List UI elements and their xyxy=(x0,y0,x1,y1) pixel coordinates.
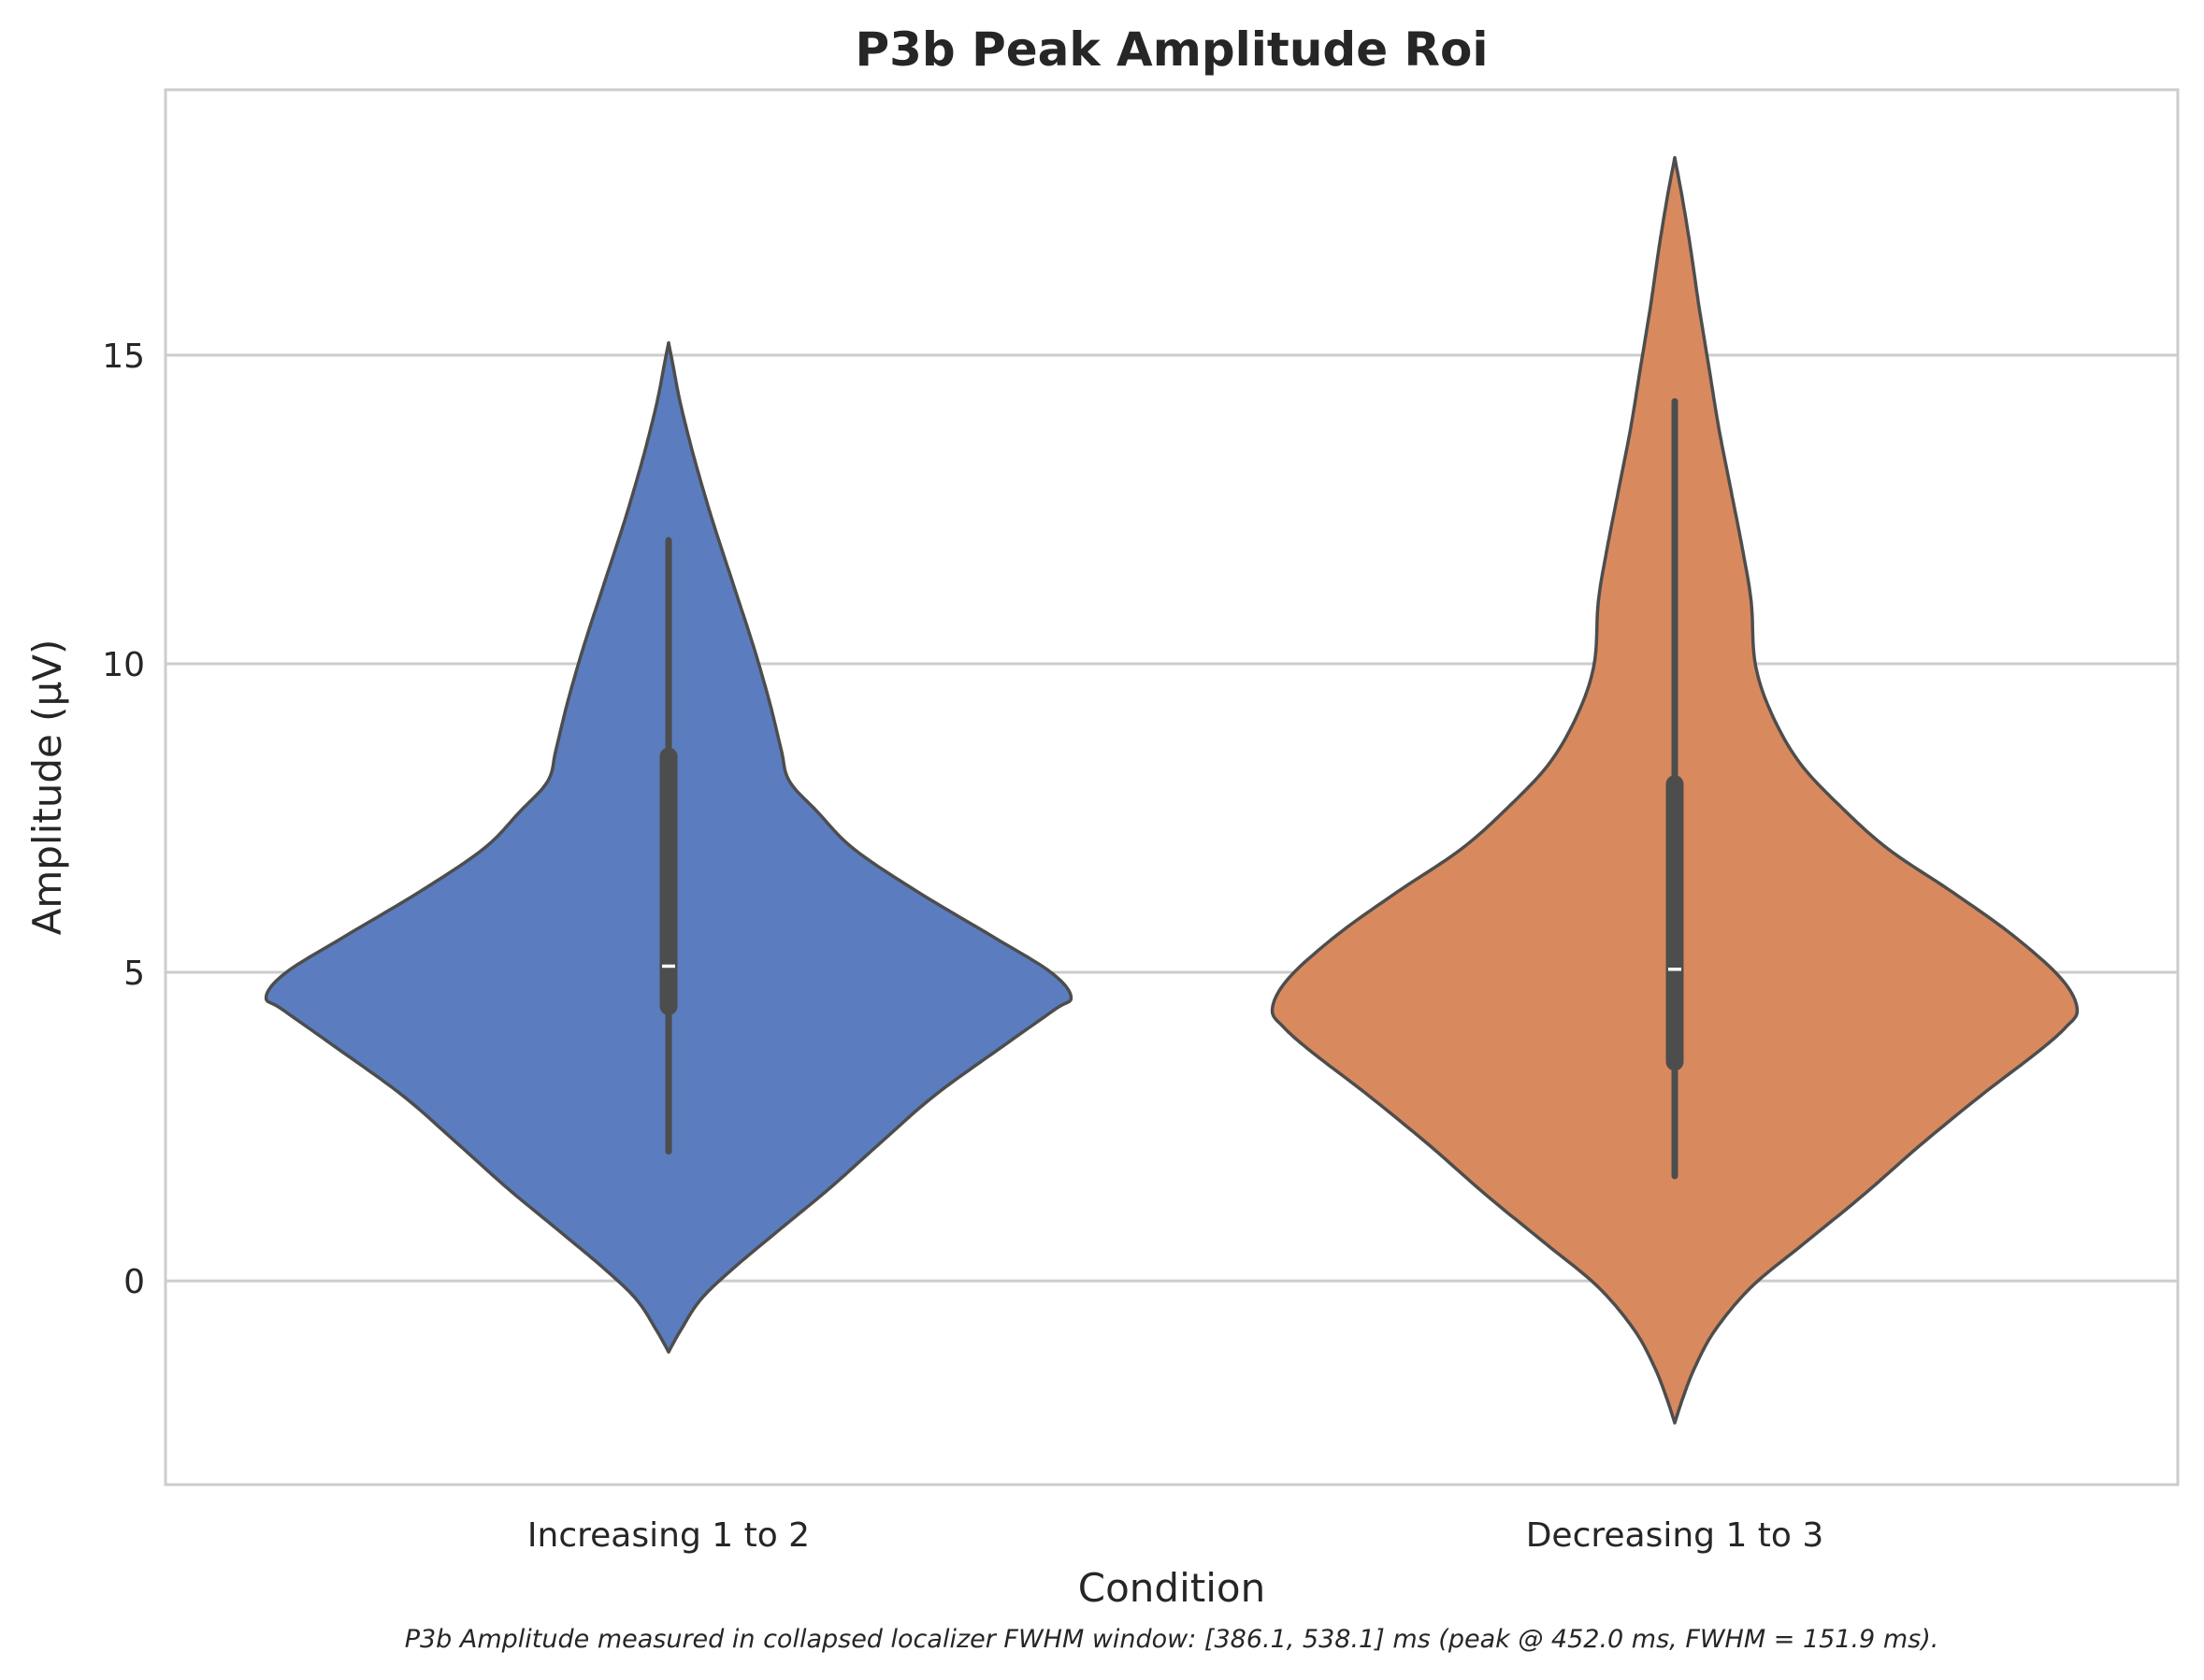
y-tick-label: 0 xyxy=(123,1263,145,1301)
chart-caption: P3b Amplitude measured in collapsed loca… xyxy=(405,1625,1939,1654)
chart-title: P3b Peak Amplitude Roi xyxy=(855,22,1488,77)
x-tick-label: Decreasing 1 to 3 xyxy=(1526,1516,1824,1555)
y-tick-labels: 0 5 10 15 xyxy=(102,337,145,1301)
y-tick-label: 5 xyxy=(123,955,145,993)
violin-group xyxy=(264,340,1073,1354)
violin-layer xyxy=(264,155,2080,1425)
x-tick-labels: Increasing 1 to 2 Decreasing 1 to 3 xyxy=(527,1516,1823,1555)
y-tick-label: 10 xyxy=(102,646,145,684)
plot-frame xyxy=(164,88,2180,1486)
violin-group xyxy=(1270,155,2080,1425)
x-axis-label: Condition xyxy=(1078,1565,1265,1611)
y-axis-label: Amplitude (μV) xyxy=(24,639,70,936)
x-tick-label: Increasing 1 to 2 xyxy=(527,1516,810,1555)
y-tick-label: 15 xyxy=(102,337,145,376)
